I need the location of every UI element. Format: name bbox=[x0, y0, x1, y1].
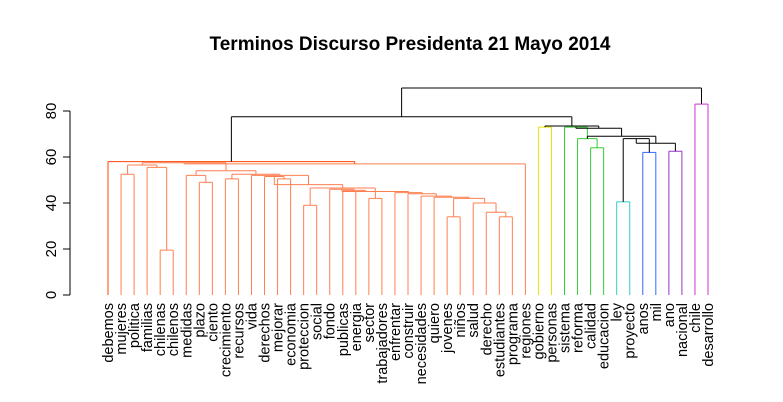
leaf-label: recursos bbox=[231, 303, 247, 359]
leaf-label: niños bbox=[453, 303, 469, 338]
leaf-label: energia bbox=[349, 302, 365, 351]
leaf-label: social bbox=[310, 303, 326, 340]
leaf-label: calidad bbox=[584, 303, 600, 349]
leaf-label: chilenos bbox=[166, 303, 182, 356]
y-tick-label: 80 bbox=[43, 103, 60, 120]
leaf-label: ley bbox=[610, 302, 626, 321]
leaf-label: fondo bbox=[323, 303, 339, 339]
leaf-label: familias bbox=[140, 303, 156, 352]
leaf-label: enfrentar bbox=[388, 303, 404, 361]
leaf-label: debemos bbox=[101, 303, 117, 363]
leaf-label: mil bbox=[649, 303, 665, 322]
leaf-label: medidas bbox=[179, 303, 195, 358]
y-tick-label: 40 bbox=[43, 195, 60, 212]
y-tick-label: 20 bbox=[43, 241, 60, 258]
leaf-label: mujeres bbox=[114, 303, 130, 355]
leaf-label: personas bbox=[544, 303, 560, 363]
leaf-label: proteccion bbox=[297, 303, 313, 370]
leaf-label: mejorar bbox=[271, 303, 287, 352]
leaf-label: economia bbox=[284, 302, 300, 366]
leaf-label: ciento bbox=[205, 303, 221, 342]
dendrogram-tree bbox=[107, 87, 709, 295]
leaf-label: estudiantes bbox=[492, 303, 508, 377]
leaf-label: derecho bbox=[479, 303, 495, 355]
leaf-label: proyecto bbox=[623, 303, 639, 359]
leaf-label: salud bbox=[466, 303, 482, 338]
leaf-label: educacion bbox=[597, 303, 613, 369]
y-tick-label: 0 bbox=[43, 291, 60, 299]
leaf-label: regiones bbox=[518, 303, 534, 359]
leaf-label: vida bbox=[244, 302, 260, 330]
y-tick-label: 60 bbox=[43, 149, 60, 166]
leaf-label: sistema bbox=[558, 302, 574, 353]
leaf-label: anos bbox=[636, 303, 652, 334]
leaf-label: reforma bbox=[571, 302, 587, 353]
leaf-label: derechos bbox=[258, 303, 274, 363]
leaf-label: programa bbox=[505, 302, 521, 365]
leaf-label: plazo bbox=[192, 303, 208, 338]
leaf-label: gobierno bbox=[531, 303, 547, 359]
leaf-label: politica bbox=[127, 302, 143, 348]
leaf-label: construir bbox=[401, 303, 417, 359]
leaf-label: trabajadores bbox=[375, 303, 391, 384]
leaf-label: sector bbox=[362, 303, 378, 343]
leaf-label: desarrollo bbox=[701, 303, 717, 367]
leaf-label: chile bbox=[688, 303, 704, 333]
leaf-label: quiero bbox=[427, 303, 443, 343]
leaf-label: nacional bbox=[675, 303, 691, 357]
leaf-label: publicas bbox=[336, 303, 352, 356]
leaf-label: jovenes bbox=[440, 303, 456, 354]
leaf-label: ano bbox=[662, 303, 678, 327]
leaf-labels: debemosmujerespoliticafamiliaschilenasch… bbox=[101, 302, 717, 384]
leaf-label: necesidades bbox=[414, 303, 430, 384]
leaf-label: crecimiento bbox=[218, 303, 234, 377]
chart-title: Terminos Discurso Presidenta 21 Mayo 201… bbox=[210, 34, 611, 55]
leaf-label: chilenas bbox=[153, 303, 169, 356]
y-axis: 0 20 40 60 80 bbox=[43, 103, 71, 299]
